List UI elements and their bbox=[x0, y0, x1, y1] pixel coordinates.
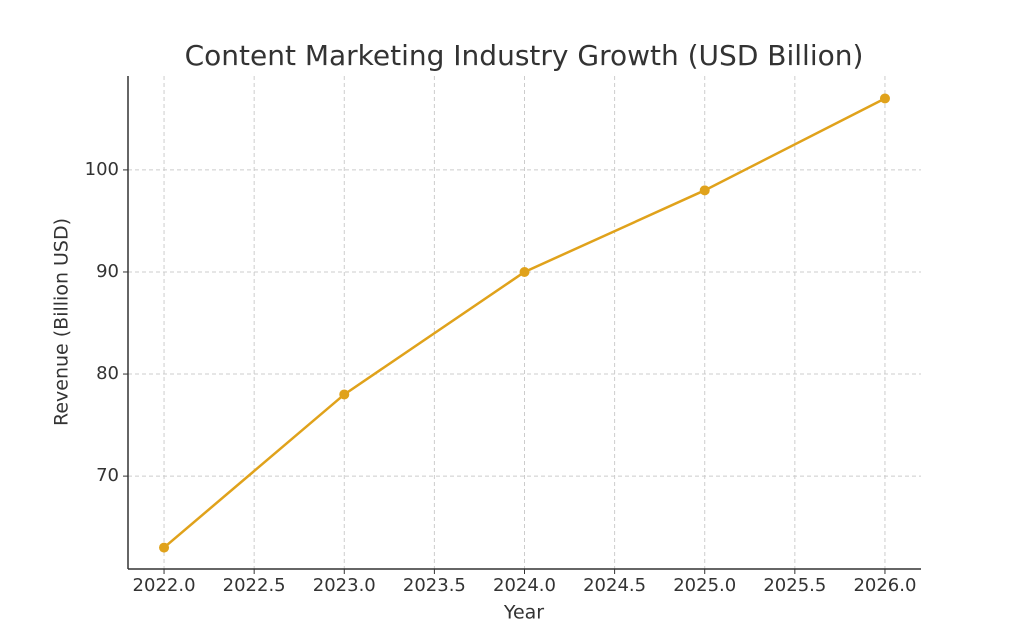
point bbox=[159, 542, 170, 553]
point bbox=[339, 389, 350, 400]
x-axis-label: Year bbox=[503, 602, 544, 624]
grid bbox=[128, 76, 921, 569]
x-tick-label: 2025.5 bbox=[763, 575, 826, 596]
x-tick-label: 2023.5 bbox=[403, 575, 466, 596]
x-tick-label: 2025.0 bbox=[673, 575, 736, 596]
y-tick-label: 80 bbox=[96, 363, 119, 384]
x-tick-label: 2022.0 bbox=[133, 575, 196, 596]
x-tick-label: 2024.0 bbox=[493, 575, 556, 596]
x-tick-label: 2026.0 bbox=[853, 575, 916, 596]
y-tick-label: 90 bbox=[96, 261, 119, 282]
x-tick-label: 2022.5 bbox=[223, 575, 286, 596]
point bbox=[879, 93, 890, 104]
x-tick-label: 2024.5 bbox=[583, 575, 646, 596]
point bbox=[519, 266, 530, 277]
y-axis-label: Revenue (Billion USD) bbox=[51, 218, 73, 426]
point bbox=[699, 185, 710, 196]
x-tick-label: 2023.0 bbox=[313, 575, 376, 596]
chart-title: Content Marketing Industry Growth (USD B… bbox=[185, 39, 864, 72]
y-tick-label: 100 bbox=[85, 159, 119, 180]
y-tick-label: 70 bbox=[96, 465, 119, 486]
